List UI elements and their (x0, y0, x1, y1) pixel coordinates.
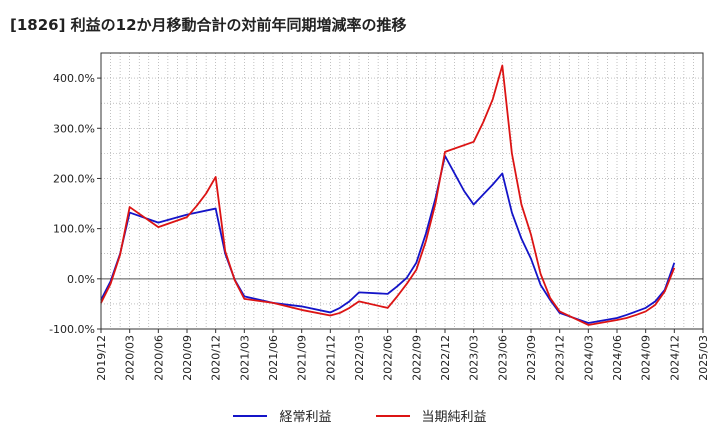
x-tick-label: 2020/12 (210, 335, 223, 381)
legend-swatch-ordinary-profit (233, 414, 268, 417)
x-tick-label: 2021/06 (267, 335, 280, 381)
y-tick-label: 400.0% (53, 72, 95, 85)
x-tick-label: 2020/09 (181, 335, 194, 381)
series-line-net-income (100, 64, 676, 326)
chart-title: [1826] 利益の12か月移動合計の対前年同期増減率の推移 (10, 16, 407, 34)
axis-layer: -100.0% 0.0% 100.0% 200.0% 300.0% 400.0% 2019/… (49, 52, 710, 381)
x-tick-label: 2024/09 (640, 335, 653, 381)
x-tick-label: 2021/12 (324, 335, 337, 381)
x-tick-label: 2023/12 (554, 335, 567, 381)
x-tick-label: 2022/09 (410, 335, 423, 381)
x-tick-label: 2023/06 (496, 335, 509, 381)
x-tick-label: 2025/03 (697, 335, 710, 381)
y-tick-label: 300.0% (53, 122, 95, 135)
y-tick-label: 200.0% (53, 172, 95, 185)
x-tick-label: 2022/06 (382, 335, 395, 381)
x-tick-label: 2024/03 (582, 335, 595, 381)
legend: 経常利益 当期純利益 (0, 406, 720, 425)
legend-item-net-income[interactable]: 当期純利益 (375, 406, 487, 425)
legend-label-net-income: 当期純利益 (421, 410, 487, 425)
grid-layer (100, 52, 704, 330)
series-layer (100, 64, 676, 326)
x-tick-label: 2021/09 (296, 335, 309, 381)
plot-area: -100.0% 0.0% 100.0% 200.0% 300.0% 400.0% 2019/… (49, 52, 710, 381)
x-tick-label: 2021/03 (238, 335, 251, 381)
legend-swatch-net-income (375, 414, 410, 417)
y-tick-label: 0.0% (67, 273, 95, 286)
y-tick-label: -100.0% (49, 323, 95, 336)
x-tick-label: 2019/12 (95, 335, 108, 381)
x-tick-label: 2022/12 (439, 335, 452, 381)
legend-label-ordinary-profit: 経常利益 (279, 410, 332, 425)
x-tick-label: 2023/09 (525, 335, 538, 381)
x-tick-label: 2023/03 (468, 335, 481, 381)
x-tick-label: 2024/06 (611, 335, 624, 381)
x-tick-label: 2024/12 (668, 335, 681, 381)
legend-item-ordinary-profit[interactable]: 経常利益 (233, 406, 332, 425)
x-tick-label: 2020/06 (152, 335, 165, 381)
plot-frame (100, 52, 704, 330)
y-tick-label: 100.0% (53, 223, 95, 236)
x-tick-label: 2020/03 (124, 335, 137, 381)
x-tick-label: 2022/03 (353, 335, 366, 381)
